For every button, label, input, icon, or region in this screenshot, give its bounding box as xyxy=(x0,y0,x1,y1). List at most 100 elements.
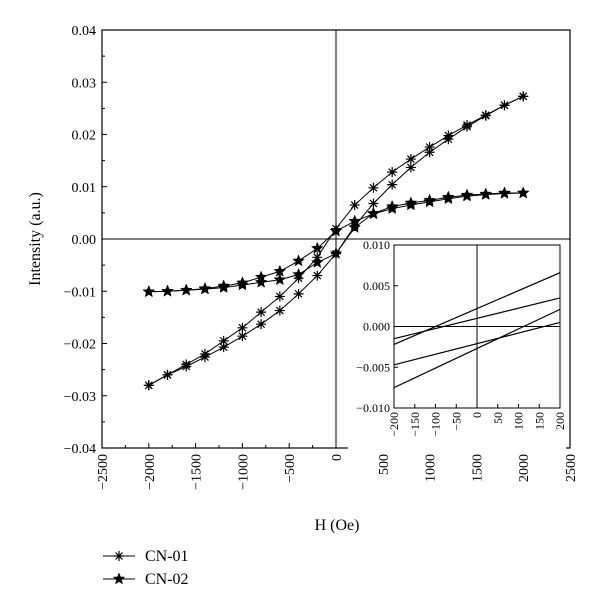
main-axes: −2500 −2000 −1500 −1000 −500 0 500 1000 1500 2000… xyxy=(64,24,579,490)
data-point xyxy=(479,187,493,200)
data-point xyxy=(387,167,398,178)
data-point xyxy=(161,284,174,297)
data-point xyxy=(498,186,511,199)
x-tick-label: −500 xyxy=(283,454,298,483)
data-point xyxy=(349,200,360,211)
x-tick-label: 1000 xyxy=(424,454,439,482)
legend-label: CN-02 xyxy=(145,571,189,588)
y-tick-label: −0.04 xyxy=(64,442,96,457)
data-point xyxy=(218,335,229,346)
x-tick-label: 2500 xyxy=(564,454,579,482)
inset-x-tick-label: 200 xyxy=(553,412,567,430)
inset-x-tick-label: −100 xyxy=(429,412,443,437)
x-tick-label: −2000 xyxy=(143,454,158,490)
x-tick-label: −1000 xyxy=(236,454,251,490)
inset-y-tick-label: 0.000 xyxy=(363,320,390,334)
data-point xyxy=(273,273,287,286)
data-point xyxy=(405,154,416,165)
data-point xyxy=(142,285,156,298)
inset-y-tick-label: 0.010 xyxy=(363,238,390,252)
x-axis-label: H (Oe) xyxy=(315,517,360,534)
inset-loop-line xyxy=(393,297,561,340)
y-tick-label: 0.00 xyxy=(72,233,97,248)
data-point xyxy=(217,280,231,294)
data-point xyxy=(443,134,454,145)
x-tick-label: 1500 xyxy=(470,454,485,482)
data-point xyxy=(143,380,154,391)
data-point xyxy=(254,275,268,288)
inset-x-tick-label: 100 xyxy=(512,412,526,430)
data-point xyxy=(198,282,212,295)
data-point xyxy=(274,305,285,316)
data-point xyxy=(348,220,362,233)
inset-plot: −200 −150 −100 −50 0 50 100 150 200 −0.010 −0.005 0… xyxy=(348,238,567,450)
x-tick-label: 500 xyxy=(377,454,392,475)
data-point xyxy=(385,199,399,213)
data-point xyxy=(480,110,491,121)
data-point xyxy=(162,369,173,380)
data-point xyxy=(179,283,193,296)
inset-y-tick-label: 0.005 xyxy=(363,279,390,293)
data-point xyxy=(236,278,249,291)
data-point xyxy=(368,198,379,209)
y-tick-label: 0.02 xyxy=(72,129,97,144)
data-point xyxy=(367,206,380,219)
data-point xyxy=(518,91,529,102)
data-point xyxy=(424,147,435,158)
inset-x-tick-label: 50 xyxy=(491,412,505,424)
data-point xyxy=(237,322,248,333)
inset-x-tick-label: −200 xyxy=(387,412,401,437)
data-point xyxy=(310,255,324,268)
y-axis-label: Intensity (a.u.) xyxy=(27,192,44,286)
data-point xyxy=(404,196,418,209)
data-point xyxy=(237,331,248,342)
legend-label: CN-01 xyxy=(145,548,189,565)
inset-y-tick-label: −0.010 xyxy=(356,401,390,415)
x-tick-label: 0 xyxy=(330,454,345,461)
y-tick-label: 0.03 xyxy=(72,76,97,91)
inset-x-tick-label: −50 xyxy=(449,412,463,431)
y-tick-label: −0.03 xyxy=(64,390,96,405)
legend-item-cn-02: CN-02 xyxy=(103,571,189,588)
legend: CN-01 CN-02 xyxy=(103,548,189,588)
legend-marker xyxy=(112,572,126,585)
data-point xyxy=(256,319,267,330)
data-point xyxy=(293,273,304,284)
data-point xyxy=(462,121,473,132)
inset-loop-line xyxy=(393,308,561,389)
data-point xyxy=(292,254,305,267)
y-tick-label: 0.01 xyxy=(72,181,97,196)
data-point xyxy=(199,352,210,363)
inset-x-tick-label: 150 xyxy=(532,412,546,430)
inset-x-tick-label: −150 xyxy=(408,412,422,437)
legend-item-cn-01: CN-01 xyxy=(103,548,189,565)
x-tick-label: −2500 xyxy=(96,454,111,490)
data-point xyxy=(274,291,285,302)
data-point xyxy=(516,186,530,199)
data-point xyxy=(387,179,398,190)
inset-y-tick-label: −0.005 xyxy=(356,360,390,374)
y-tick-label: −0.01 xyxy=(64,285,96,300)
data-point xyxy=(368,182,379,193)
x-tick-label: 2000 xyxy=(517,454,532,482)
data-point xyxy=(293,288,304,299)
data-point xyxy=(292,267,305,280)
data-point xyxy=(312,270,323,281)
x-tick-label: −1500 xyxy=(190,454,205,490)
y-tick-label: −0.02 xyxy=(64,338,96,353)
data-point xyxy=(499,100,510,111)
data-point xyxy=(218,342,229,353)
data-point xyxy=(181,361,192,372)
data-point xyxy=(310,241,324,254)
data-point xyxy=(460,188,474,201)
legend-marker xyxy=(114,551,124,561)
y-tick-label: 0.04 xyxy=(72,24,97,39)
inset-loop-line xyxy=(393,321,561,366)
data-point xyxy=(441,190,455,203)
data-point xyxy=(405,162,416,173)
inset-x-tick-label: 0 xyxy=(470,412,484,418)
data-point xyxy=(423,193,436,206)
data-point xyxy=(256,307,267,318)
data-point xyxy=(424,142,435,153)
